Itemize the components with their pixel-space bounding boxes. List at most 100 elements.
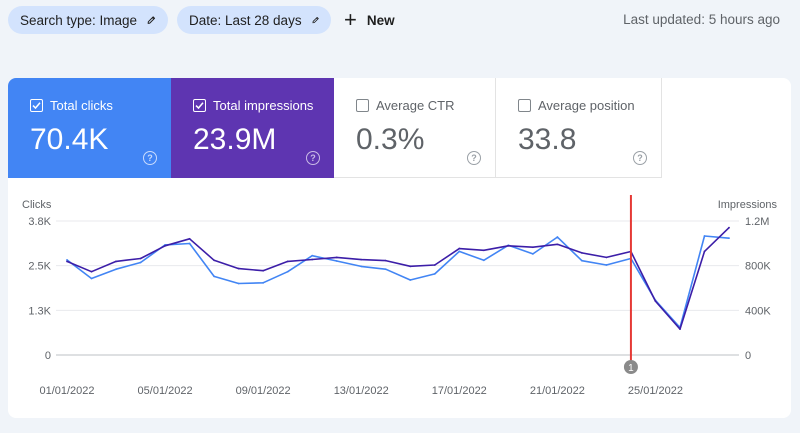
- metric-value: 70.4K: [30, 123, 109, 156]
- new-filter-button[interactable]: + New: [344, 6, 395, 34]
- data-point-clicks: [66, 259, 68, 261]
- edit-pencil-icon: [147, 16, 156, 24]
- x-axis-tick-label: 13/01/2022: [334, 385, 389, 397]
- data-point-impressions: [237, 267, 240, 270]
- last-updated-text: Last updated: 5 hours ago: [623, 12, 780, 27]
- data-point-impressions: [728, 226, 730, 229]
- metric-tile-average-ctr[interactable]: Average CTR 0.3% ?: [334, 78, 496, 178]
- data-point-impressions: [482, 249, 485, 252]
- annotation-marker-label: 1: [628, 363, 634, 374]
- data-point-impressions: [654, 300, 657, 302]
- right-axis-tick-label: 0: [745, 350, 751, 362]
- data-point-impressions: [679, 328, 681, 330]
- data-point-clicks: [531, 252, 534, 255]
- data-point-impressions: [384, 259, 387, 262]
- search-type-filter-label: Search type: Image: [20, 12, 138, 28]
- data-point-impressions: [409, 265, 412, 268]
- x-axis-tick-label: 05/01/2022: [138, 385, 193, 397]
- data-point-clicks: [188, 242, 191, 245]
- edit-pencil-icon: [312, 17, 319, 24]
- data-point-clicks: [335, 260, 338, 262]
- data-point-clicks: [90, 277, 93, 280]
- data-point-impressions: [703, 250, 706, 253]
- data-point-clicks: [384, 268, 387, 271]
- metric-tile-total-impressions[interactable]: Total impressions 23.9M ?: [171, 78, 334, 178]
- data-point-impressions: [458, 247, 461, 250]
- data-point-impressions: [531, 246, 534, 249]
- data-point-impressions: [213, 259, 216, 262]
- data-point-impressions: [335, 256, 338, 259]
- help-icon[interactable]: ?: [143, 151, 157, 165]
- data-point-impressions: [360, 258, 363, 261]
- data-point-impressions: [433, 264, 436, 266]
- data-point-impressions: [507, 244, 510, 247]
- data-point-clicks: [115, 268, 117, 271]
- date-filter-chip[interactable]: Date: Last 28 days: [177, 6, 331, 34]
- series-line-clicks: [66, 235, 730, 329]
- data-point-impressions: [580, 252, 583, 254]
- checkbox-unchecked-icon[interactable]: [356, 99, 369, 112]
- data-point-impressions: [262, 269, 265, 272]
- left-axis-tick-label: 3.8K: [28, 216, 51, 228]
- metric-tile-total-clicks[interactable]: Total clicks 70.4K ?: [8, 78, 171, 178]
- data-point-clicks: [409, 279, 412, 281]
- data-point-clicks: [482, 259, 485, 262]
- data-point-clicks: [360, 265, 363, 268]
- data-point-clicks: [458, 250, 461, 253]
- performance-card: Total clicks 70.4K ? Total impressions 2…: [8, 78, 791, 418]
- x-axis-tick-label: 17/01/2022: [432, 385, 487, 397]
- metric-tile-average-position[interactable]: Average position 33.8 ?: [496, 78, 662, 178]
- right-axis-tick-label: 400K: [745, 305, 771, 317]
- filter-bar: Search type: Image Date: Last 28 days + …: [0, 0, 800, 40]
- x-axis-tick-label: 09/01/2022: [236, 385, 291, 397]
- data-point-clicks: [556, 236, 559, 238]
- metric-label: Total impressions: [213, 98, 314, 113]
- data-point-clicks: [605, 264, 608, 266]
- right-axis-title: Impressions: [718, 199, 778, 211]
- data-point-clicks: [139, 261, 142, 264]
- new-filter-label: New: [366, 12, 395, 28]
- data-point-impressions: [115, 260, 117, 263]
- data-point-impressions: [556, 243, 559, 246]
- left-axis-title: Clicks: [22, 199, 52, 211]
- performance-chart: 0 1.3K 2.5K 3.8K 0 400K 800K 1.2M Clicks Impressi…: [22, 195, 778, 397]
- data-point-clicks: [580, 259, 583, 262]
- right-axis-tick-label: 1.2M: [745, 216, 769, 228]
- series-line-impressions: [66, 227, 730, 330]
- data-point-impressions: [605, 256, 608, 259]
- checkbox-unchecked-icon[interactable]: [518, 99, 531, 112]
- plus-icon: +: [344, 7, 357, 32]
- data-point-impressions: [139, 257, 142, 260]
- left-axis-tick-label: 1.3K: [28, 305, 51, 317]
- left-axis-tick-label: 0: [45, 350, 51, 362]
- x-axis-tick-label: 21/01/2022: [530, 385, 585, 397]
- x-axis-tick-label: 01/01/2022: [39, 385, 94, 397]
- date-filter-label: Date: Last 28 days: [189, 12, 302, 28]
- metric-label: Total clicks: [50, 98, 113, 113]
- help-icon[interactable]: ?: [633, 151, 647, 165]
- metric-value: 23.9M: [193, 123, 277, 156]
- help-icon[interactable]: ?: [306, 151, 320, 165]
- help-icon[interactable]: ?: [467, 151, 481, 165]
- data-point-clicks: [237, 282, 240, 285]
- right-axis-tick-label: 800K: [745, 261, 771, 273]
- data-point-clicks: [728, 237, 730, 240]
- left-axis-tick-label: 2.5K: [28, 261, 51, 273]
- data-point-impressions: [90, 270, 93, 273]
- data-point-clicks: [311, 254, 314, 257]
- data-point-clicks: [703, 235, 706, 237]
- data-point-impressions: [66, 260, 68, 263]
- search-type-filter-chip[interactable]: Search type: Image: [8, 6, 168, 34]
- x-axis-tick-label: 25/01/2022: [628, 385, 683, 397]
- data-point-clicks: [433, 272, 436, 275]
- checkbox-checked-icon[interactable]: [193, 99, 206, 112]
- metric-value: 0.3%: [356, 123, 425, 156]
- metric-value: 33.8: [518, 123, 577, 156]
- data-point-impressions: [188, 237, 191, 240]
- data-point-clicks: [213, 275, 216, 278]
- data-point-clicks: [262, 281, 265, 284]
- checkbox-checked-icon[interactable]: [30, 99, 43, 112]
- metric-label: Average position: [538, 98, 635, 113]
- metric-label: Average CTR: [376, 98, 455, 113]
- data-point-impressions: [286, 260, 289, 263]
